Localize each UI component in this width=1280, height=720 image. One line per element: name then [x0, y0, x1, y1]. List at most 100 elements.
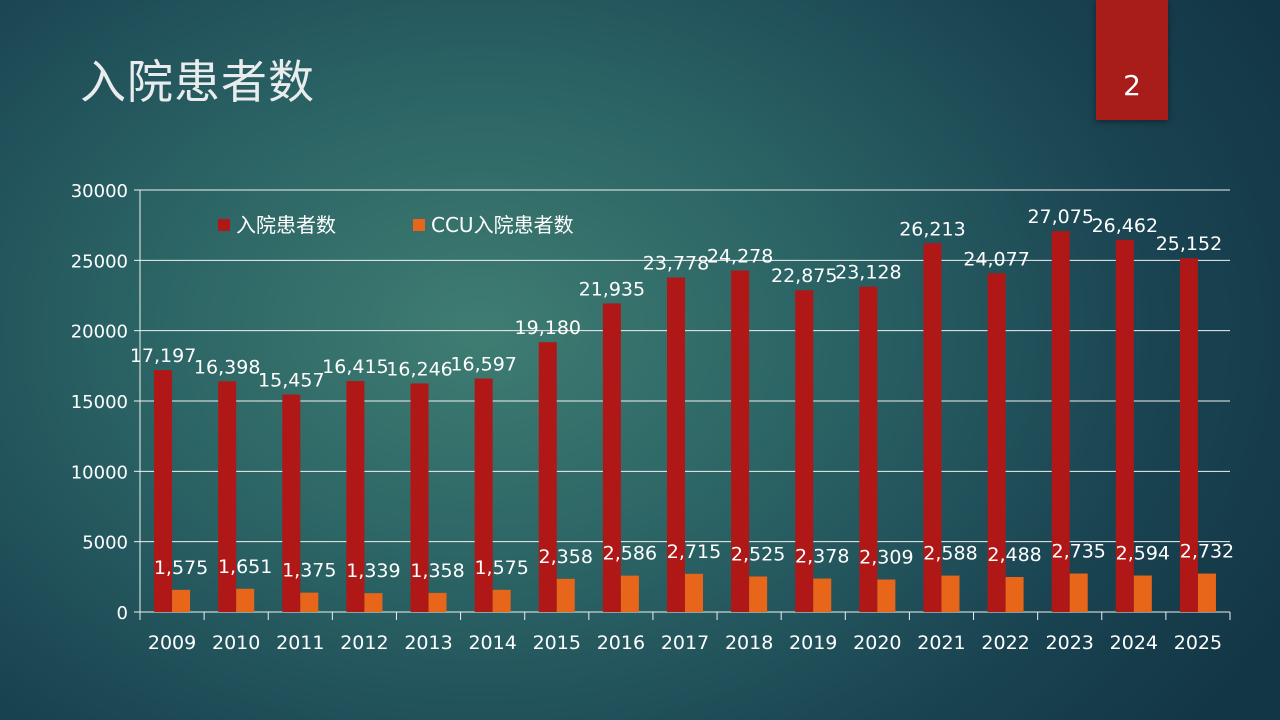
x-tick-label: 2011: [276, 632, 324, 654]
data-label: 1,575: [474, 557, 528, 579]
data-label: 24,077: [963, 248, 1029, 270]
data-label: 23,778: [643, 253, 709, 275]
bar-ccu-inpatients: [556, 578, 575, 612]
bar-ccu-inpatients: [236, 588, 255, 612]
y-tick-label: 25000: [71, 251, 128, 272]
y-tick-label: 20000: [71, 322, 128, 343]
bar-ccu-inpatients: [364, 593, 383, 612]
data-label: 2,488: [987, 544, 1041, 566]
bar-inpatients: [731, 270, 750, 612]
data-label: 2,594: [1116, 543, 1170, 565]
x-tick-label: 2017: [661, 632, 709, 654]
data-label: 16,246: [386, 358, 452, 380]
x-tick-label: 2022: [981, 632, 1029, 654]
data-label: 27,075: [1027, 206, 1093, 228]
legend-swatch: [413, 219, 425, 231]
legend-swatch: [218, 219, 230, 231]
data-label: 16,597: [450, 354, 516, 376]
y-tick-label: 5000: [82, 533, 128, 554]
y-tick-label: 30000: [71, 181, 128, 202]
bar-ccu-inpatients: [813, 578, 832, 612]
data-label: 2,732: [1180, 541, 1234, 563]
x-tick-label: 2019: [789, 632, 837, 654]
data-label: 19,180: [515, 317, 581, 339]
data-label: 2,586: [603, 543, 657, 565]
data-label: 2,358: [539, 546, 593, 568]
x-tick-label: 2016: [597, 632, 645, 654]
bar-ccu-inpatients: [1133, 575, 1152, 612]
page-number-tab: 2: [1096, 0, 1168, 120]
bar-inpatients: [667, 277, 685, 612]
bar-ccu-inpatients: [749, 576, 768, 612]
bar-inpatients: [1115, 239, 1134, 612]
bar-ccu-inpatients: [1005, 577, 1024, 612]
data-label: 2,735: [1052, 541, 1106, 563]
bar-inpatients: [1179, 258, 1198, 612]
x-tick-label: 2024: [1110, 632, 1158, 654]
bar-inpatients: [602, 303, 621, 612]
bar-inpatients: [154, 370, 173, 612]
bar-ccu-inpatients: [941, 575, 960, 612]
y-tick-label: 0: [117, 603, 128, 624]
bar-inpatients: [1051, 231, 1070, 612]
data-label: 25,152: [1156, 233, 1222, 255]
bar-inpatients: [474, 378, 493, 612]
bar-inpatients: [859, 286, 878, 612]
bar-inpatients: [987, 273, 1006, 612]
data-label: 2,715: [667, 541, 721, 563]
data-label: 17,197: [130, 345, 196, 367]
bar-ccu-inpatients: [685, 573, 703, 612]
x-tick-label: 2012: [340, 632, 388, 654]
data-label: 2,588: [923, 543, 977, 565]
x-tick-label: 2020: [853, 632, 901, 654]
y-tick-label: 10000: [71, 462, 128, 483]
x-tick-label: 2010: [212, 632, 260, 654]
bar-inpatients: [795, 290, 814, 612]
bar-inpatients: [923, 243, 942, 613]
bar-ccu-inpatients: [620, 575, 639, 612]
bar-ccu-inpatients: [877, 579, 896, 612]
data-label: 26,462: [1092, 215, 1158, 237]
data-label: 22,875: [771, 265, 837, 287]
data-label: 26,213: [899, 218, 965, 240]
x-tick-label: 2013: [404, 632, 452, 654]
bar-ccu-inpatients: [300, 592, 319, 612]
x-tick-label: 2014: [468, 632, 516, 654]
bar-ccu-inpatients: [172, 589, 191, 612]
x-tick-label: 2021: [917, 632, 965, 654]
slide-title: 入院患者数: [80, 55, 315, 109]
bar-ccu-inpatients: [1069, 573, 1088, 612]
data-label: 2,378: [795, 546, 849, 568]
data-label: 2,525: [731, 543, 785, 565]
x-tick-label: 2023: [1046, 632, 1094, 654]
bar-inpatients: [410, 383, 429, 612]
page-number: 2: [1123, 69, 1141, 102]
data-label: 15,457: [258, 370, 324, 392]
bar-ccu-inpatients: [428, 592, 447, 612]
y-tick-label: 15000: [71, 392, 128, 413]
legend-label: 入院患者数: [236, 213, 336, 237]
data-label: 1,339: [346, 560, 400, 582]
bar-ccu-inpatients: [1197, 573, 1216, 612]
data-label: 1,651: [218, 556, 272, 578]
data-label: 1,575: [154, 557, 208, 579]
data-label: 2,309: [859, 547, 913, 569]
data-label: 1,375: [282, 560, 336, 582]
x-tick-label: 2018: [725, 632, 773, 654]
bar-inpatients: [346, 381, 365, 612]
bar-inpatients: [538, 342, 557, 612]
bar-ccu-inpatients: [492, 589, 511, 612]
legend-label: CCU入院患者数: [431, 213, 574, 237]
x-tick-label: 2025: [1174, 632, 1222, 654]
bar-inpatients: [282, 394, 301, 612]
data-label: 23,128: [835, 262, 901, 284]
data-label: 1,358: [410, 560, 464, 582]
bar-inpatients: [218, 381, 237, 612]
x-tick-label: 2015: [533, 632, 581, 654]
data-label: 21,935: [579, 278, 645, 300]
data-label: 24,278: [707, 245, 773, 267]
data-label: 16,398: [194, 356, 260, 378]
x-tick-label: 2009: [148, 632, 196, 654]
data-label: 16,415: [322, 356, 388, 378]
